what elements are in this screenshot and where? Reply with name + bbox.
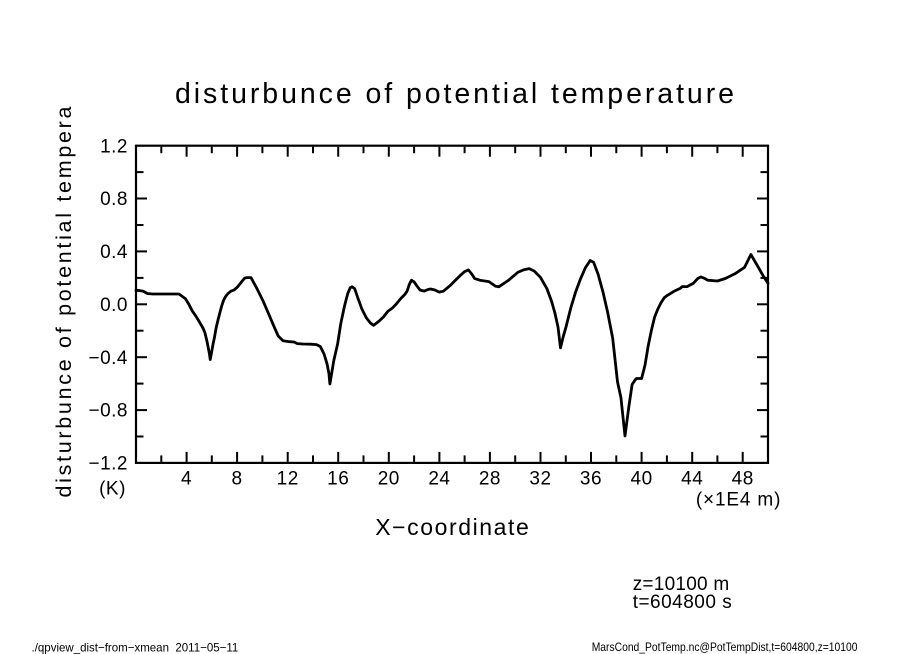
svg-text:32: 32	[529, 469, 551, 490]
svg-text:disturbunce of potential tempe: disturbunce of potential temperature	[175, 78, 734, 110]
svg-text:−1.2: −1.2	[88, 454, 128, 475]
svg-text:16: 16	[327, 469, 349, 490]
svg-text:24: 24	[428, 469, 450, 490]
svg-text:44: 44	[681, 469, 703, 490]
svg-text:(K): (K)	[99, 479, 126, 500]
svg-text:X−coordinate: X−coordinate	[375, 514, 529, 540]
svg-text:8: 8	[232, 469, 243, 490]
svg-text:0.0: 0.0	[100, 295, 128, 316]
svg-text:0.8: 0.8	[100, 189, 128, 210]
svg-text:28: 28	[479, 469, 501, 490]
svg-text:48: 48	[732, 469, 754, 490]
svg-text:(×1E4 m): (×1E4 m)	[696, 490, 781, 511]
svg-text:40: 40	[631, 469, 653, 490]
svg-text:disturbunce of potential tempe: disturbunce of potential tempera	[52, 106, 76, 497]
svg-text:12: 12	[277, 469, 299, 490]
svg-text:−0.8: −0.8	[88, 401, 128, 422]
svg-text:36: 36	[580, 469, 602, 490]
svg-text:4: 4	[181, 469, 192, 490]
svg-text:MarsCond_PotTemp.nc@PotTempDis: MarsCond_PotTemp.nc@PotTempDist,t=604800…	[592, 640, 858, 654]
svg-text:−0.4: −0.4	[88, 348, 128, 369]
svg-text:0.4: 0.4	[100, 242, 128, 263]
svg-text:1.2: 1.2	[100, 136, 128, 157]
svg-text:20: 20	[378, 469, 400, 490]
svg-text:t=604800 s: t=604800 s	[633, 592, 732, 613]
svg-text:./qpview_dist−from−xmean 2011: ./qpview_dist−from−xmean 2011−05−11	[32, 640, 239, 654]
svg-text:z=10100 m: z=10100 m	[633, 574, 730, 595]
